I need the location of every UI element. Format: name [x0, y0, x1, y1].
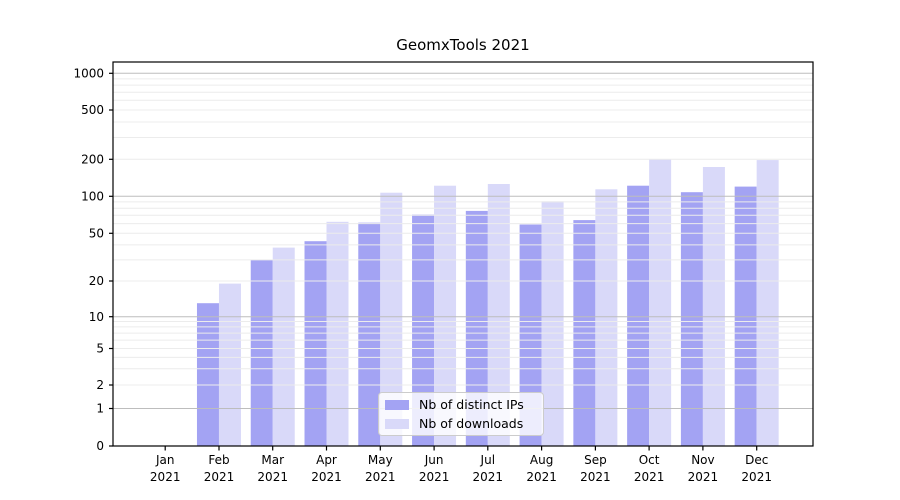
bar-nb-of-downloads-apr: [326, 221, 349, 446]
y-tick-label: 10: [89, 310, 104, 324]
legend: Nb of distinct IPs Nb of downloads: [378, 392, 544, 436]
x-tick-label-year: 2021: [526, 470, 557, 484]
x-tick-label-year: 2021: [634, 470, 665, 484]
y-tick-label: 1000: [73, 67, 104, 81]
x-tick-label-month: Mar: [261, 453, 284, 467]
x-tick-label-year: 2021: [473, 470, 504, 484]
y-tick-label: 500: [81, 103, 104, 117]
x-tick-label-year: 2021: [688, 470, 719, 484]
plot-border: [112, 61, 814, 447]
bar-nb-of-distinct-ips-nov: [680, 192, 703, 446]
y-axis: 0 1 2 5 10 20 50 100 200 500 1000: [73, 67, 113, 453]
bar-nb-of-distinct-ips-may: [358, 222, 381, 446]
y-tick-label: 100: [81, 190, 104, 204]
bar-nb-of-downloads-jul: [487, 184, 510, 446]
bar-nb-of-downloads-may: [380, 192, 403, 446]
chart-title: GeomxTools 2021: [396, 36, 530, 54]
legend-label-distinct-ips: Nb of distinct IPs: [419, 397, 524, 412]
y-tick-label: 200: [81, 153, 104, 167]
x-axis: Jan 2021 Feb 2021 Mar 2021 Apr 2021 May 2021 Jun 20…: [150, 446, 772, 484]
x-tick-label-year: 2021: [741, 470, 772, 484]
gridlines: [113, 72, 813, 409]
x-tick-label-month: Aug: [530, 453, 553, 467]
x-tick-label-month: Dec: [745, 453, 768, 467]
legend-item-distinct-ips: Nb of distinct IPs: [385, 397, 535, 412]
y-tick-label: 2: [96, 378, 104, 392]
bar-nb-of-distinct-ips-apr: [304, 241, 327, 446]
legend-label-downloads: Nb of downloads: [419, 416, 524, 431]
bar-nb-of-distinct-ips-jul: [465, 210, 488, 446]
y-tick-label: 20: [89, 274, 104, 288]
x-tick-label-year: 2021: [580, 470, 611, 484]
x-tick-label-year: 2021: [150, 470, 181, 484]
x-tick-label-year: 2021: [365, 470, 396, 484]
x-tick-label-year: 2021: [204, 470, 235, 484]
bar-nb-of-downloads-nov: [702, 167, 725, 446]
x-tick-label-month: Jun: [424, 453, 444, 467]
x-tick-label-month: Feb: [208, 453, 229, 467]
x-tick-label-month: Oct: [639, 453, 660, 467]
legend-swatch-downloads: [385, 418, 409, 429]
x-tick-label-month: Sep: [584, 453, 607, 467]
bar-nb-of-downloads-aug: [541, 201, 564, 446]
bar-nb-of-distinct-ips-oct: [627, 185, 650, 446]
bar-nb-of-distinct-ips-mar: [250, 259, 273, 446]
x-tick-label-month: Jan: [155, 453, 175, 467]
x-tick-label-month: Apr: [316, 453, 337, 467]
bar-nb-of-distinct-ips-feb: [196, 303, 219, 446]
legend-item-downloads: Nb of downloads: [385, 416, 535, 431]
y-tick-label: 1: [96, 402, 104, 416]
legend-swatch-distinct-ips: [385, 399, 409, 410]
bar-nb-of-downloads-sep: [595, 189, 618, 447]
bar-nb-of-distinct-ips-aug: [519, 224, 542, 446]
bar-nb-of-downloads-mar: [272, 247, 295, 446]
y-tick-label: 0: [96, 439, 104, 453]
bar-nb-of-downloads-dec: [756, 160, 779, 446]
x-tick-label-month: Nov: [691, 453, 714, 467]
y-tick-label: 5: [96, 342, 104, 356]
bar-nb-of-distinct-ips-jun: [412, 214, 435, 446]
bar-nb-of-downloads-jun: [434, 185, 457, 446]
x-tick-label-year: 2021: [257, 470, 288, 484]
bar-nb-of-downloads-feb: [218, 283, 241, 446]
x-tick-label-month: May: [368, 453, 393, 467]
x-tick-label-month: Jul: [480, 453, 495, 467]
x-tick-label-year: 2021: [311, 470, 342, 484]
y-tick-label: 50: [89, 227, 104, 241]
x-tick-label-year: 2021: [419, 470, 450, 484]
bar-nb-of-downloads-oct: [649, 159, 672, 447]
